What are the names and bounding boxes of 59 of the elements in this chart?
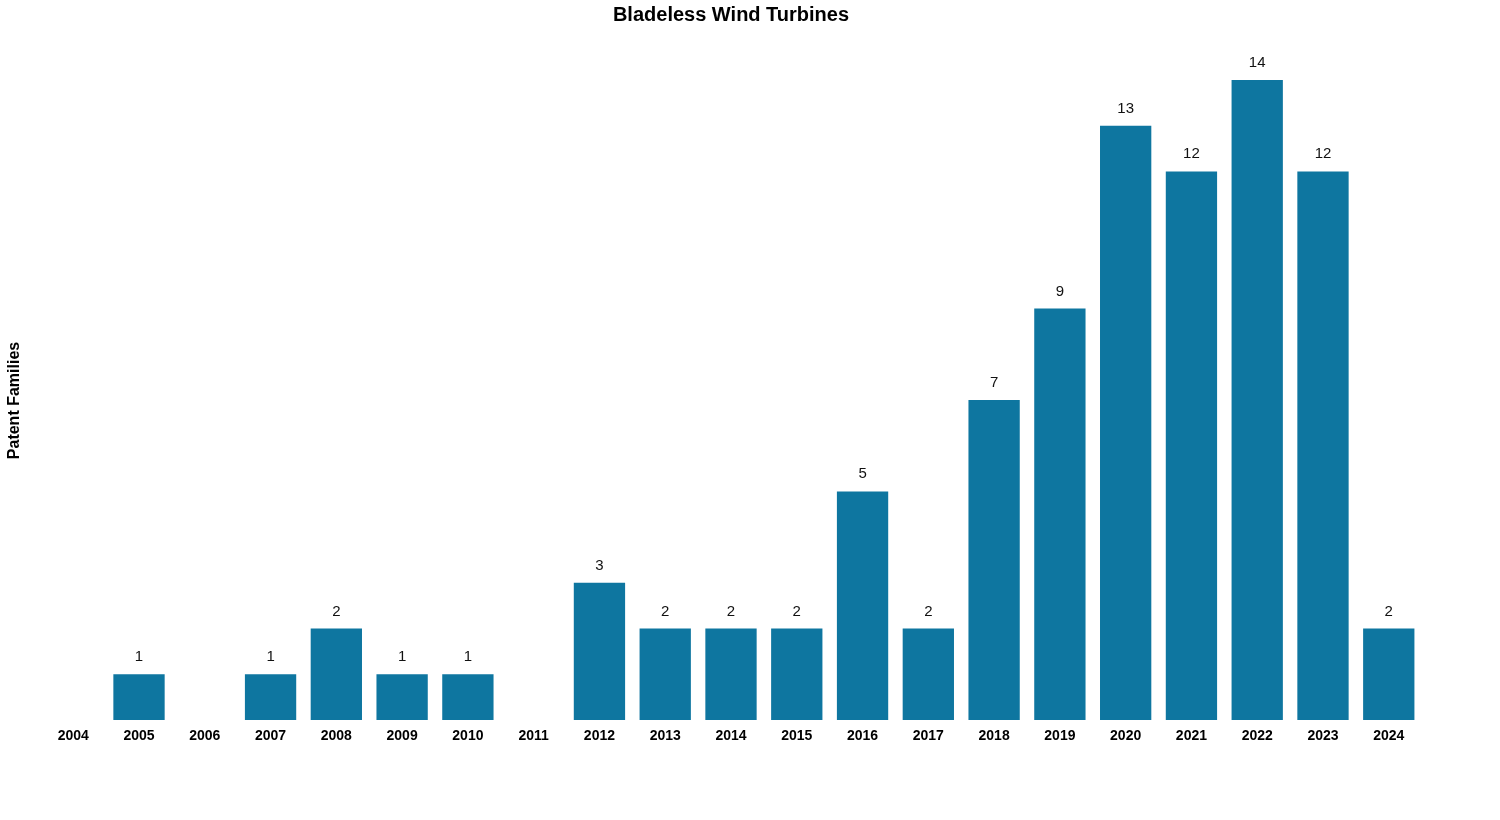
x-tick-label: 2007 bbox=[254, 726, 287, 743]
data-label: 1 bbox=[397, 647, 407, 665]
bar bbox=[113, 674, 165, 720]
data-label: 2 bbox=[661, 601, 670, 619]
bar bbox=[836, 491, 889, 720]
bar bbox=[1363, 628, 1415, 720]
bar bbox=[442, 674, 494, 720]
bar bbox=[639, 628, 691, 720]
data-label: 14 bbox=[1248, 53, 1266, 70]
x-tick-label: 2004 bbox=[57, 726, 90, 743]
x-tick-label: 2006 bbox=[189, 726, 221, 743]
x-tick-label: 2017 bbox=[912, 726, 945, 743]
bar bbox=[902, 628, 954, 720]
x-tick-label: 2008 bbox=[320, 726, 353, 743]
data-label: 2 bbox=[924, 601, 933, 619]
data-label: 12 bbox=[1314, 144, 1332, 162]
bar bbox=[1165, 171, 1218, 720]
bar bbox=[310, 628, 362, 720]
bar bbox=[1034, 308, 1086, 720]
x-tick-label: 2009 bbox=[386, 726, 418, 743]
x-tick-label: 2005 bbox=[123, 726, 155, 743]
x-tick-label: 2013 bbox=[649, 726, 681, 743]
data-label: 1 bbox=[134, 647, 144, 665]
data-label: 2 bbox=[792, 601, 801, 619]
data-label: 13 bbox=[1117, 98, 1135, 116]
bar bbox=[376, 674, 428, 720]
data-label: 2 bbox=[332, 601, 341, 619]
x-tick-label: 2020 bbox=[1110, 726, 1142, 743]
x-tick-label: 2024 bbox=[1373, 726, 1405, 743]
bar bbox=[573, 582, 626, 720]
data-label: 7 bbox=[989, 373, 999, 390]
data-label: 1 bbox=[463, 647, 473, 665]
bar bbox=[244, 674, 297, 720]
data-label: 5 bbox=[858, 464, 867, 482]
x-tick-label: 2014 bbox=[715, 726, 747, 743]
bar bbox=[771, 628, 823, 720]
x-tick-label: 2015 bbox=[781, 726, 813, 743]
data-label: 2 bbox=[1384, 601, 1393, 619]
data-label: 2 bbox=[726, 601, 736, 619]
data-label: 12 bbox=[1183, 144, 1200, 162]
y-axis-title: Patent Families bbox=[4, 341, 22, 460]
bar bbox=[968, 400, 1020, 720]
data-label: 9 bbox=[1055, 281, 1065, 299]
bar bbox=[1231, 80, 1283, 720]
x-tick-label: 2018 bbox=[978, 726, 1010, 743]
bar bbox=[1100, 125, 1152, 720]
data-label: 1 bbox=[266, 647, 275, 665]
x-tick-label: 2023 bbox=[1307, 726, 1339, 743]
x-tick-label: 2021 bbox=[1175, 726, 1208, 743]
x-tick-label: 2019 bbox=[1044, 726, 1076, 743]
x-tick-label: 2016 bbox=[846, 726, 879, 743]
data-label: 3 bbox=[595, 555, 604, 573]
x-tick-label: 2022 bbox=[1241, 726, 1273, 743]
bar bbox=[1297, 171, 1349, 720]
x-tick-label: 2012 bbox=[583, 726, 616, 743]
x-tick-label: 2011 bbox=[518, 726, 550, 743]
bar bbox=[705, 628, 757, 720]
x-tick-label: 2010 bbox=[452, 726, 484, 743]
chart-title: Bladeless Wind Turbines bbox=[612, 3, 850, 25]
